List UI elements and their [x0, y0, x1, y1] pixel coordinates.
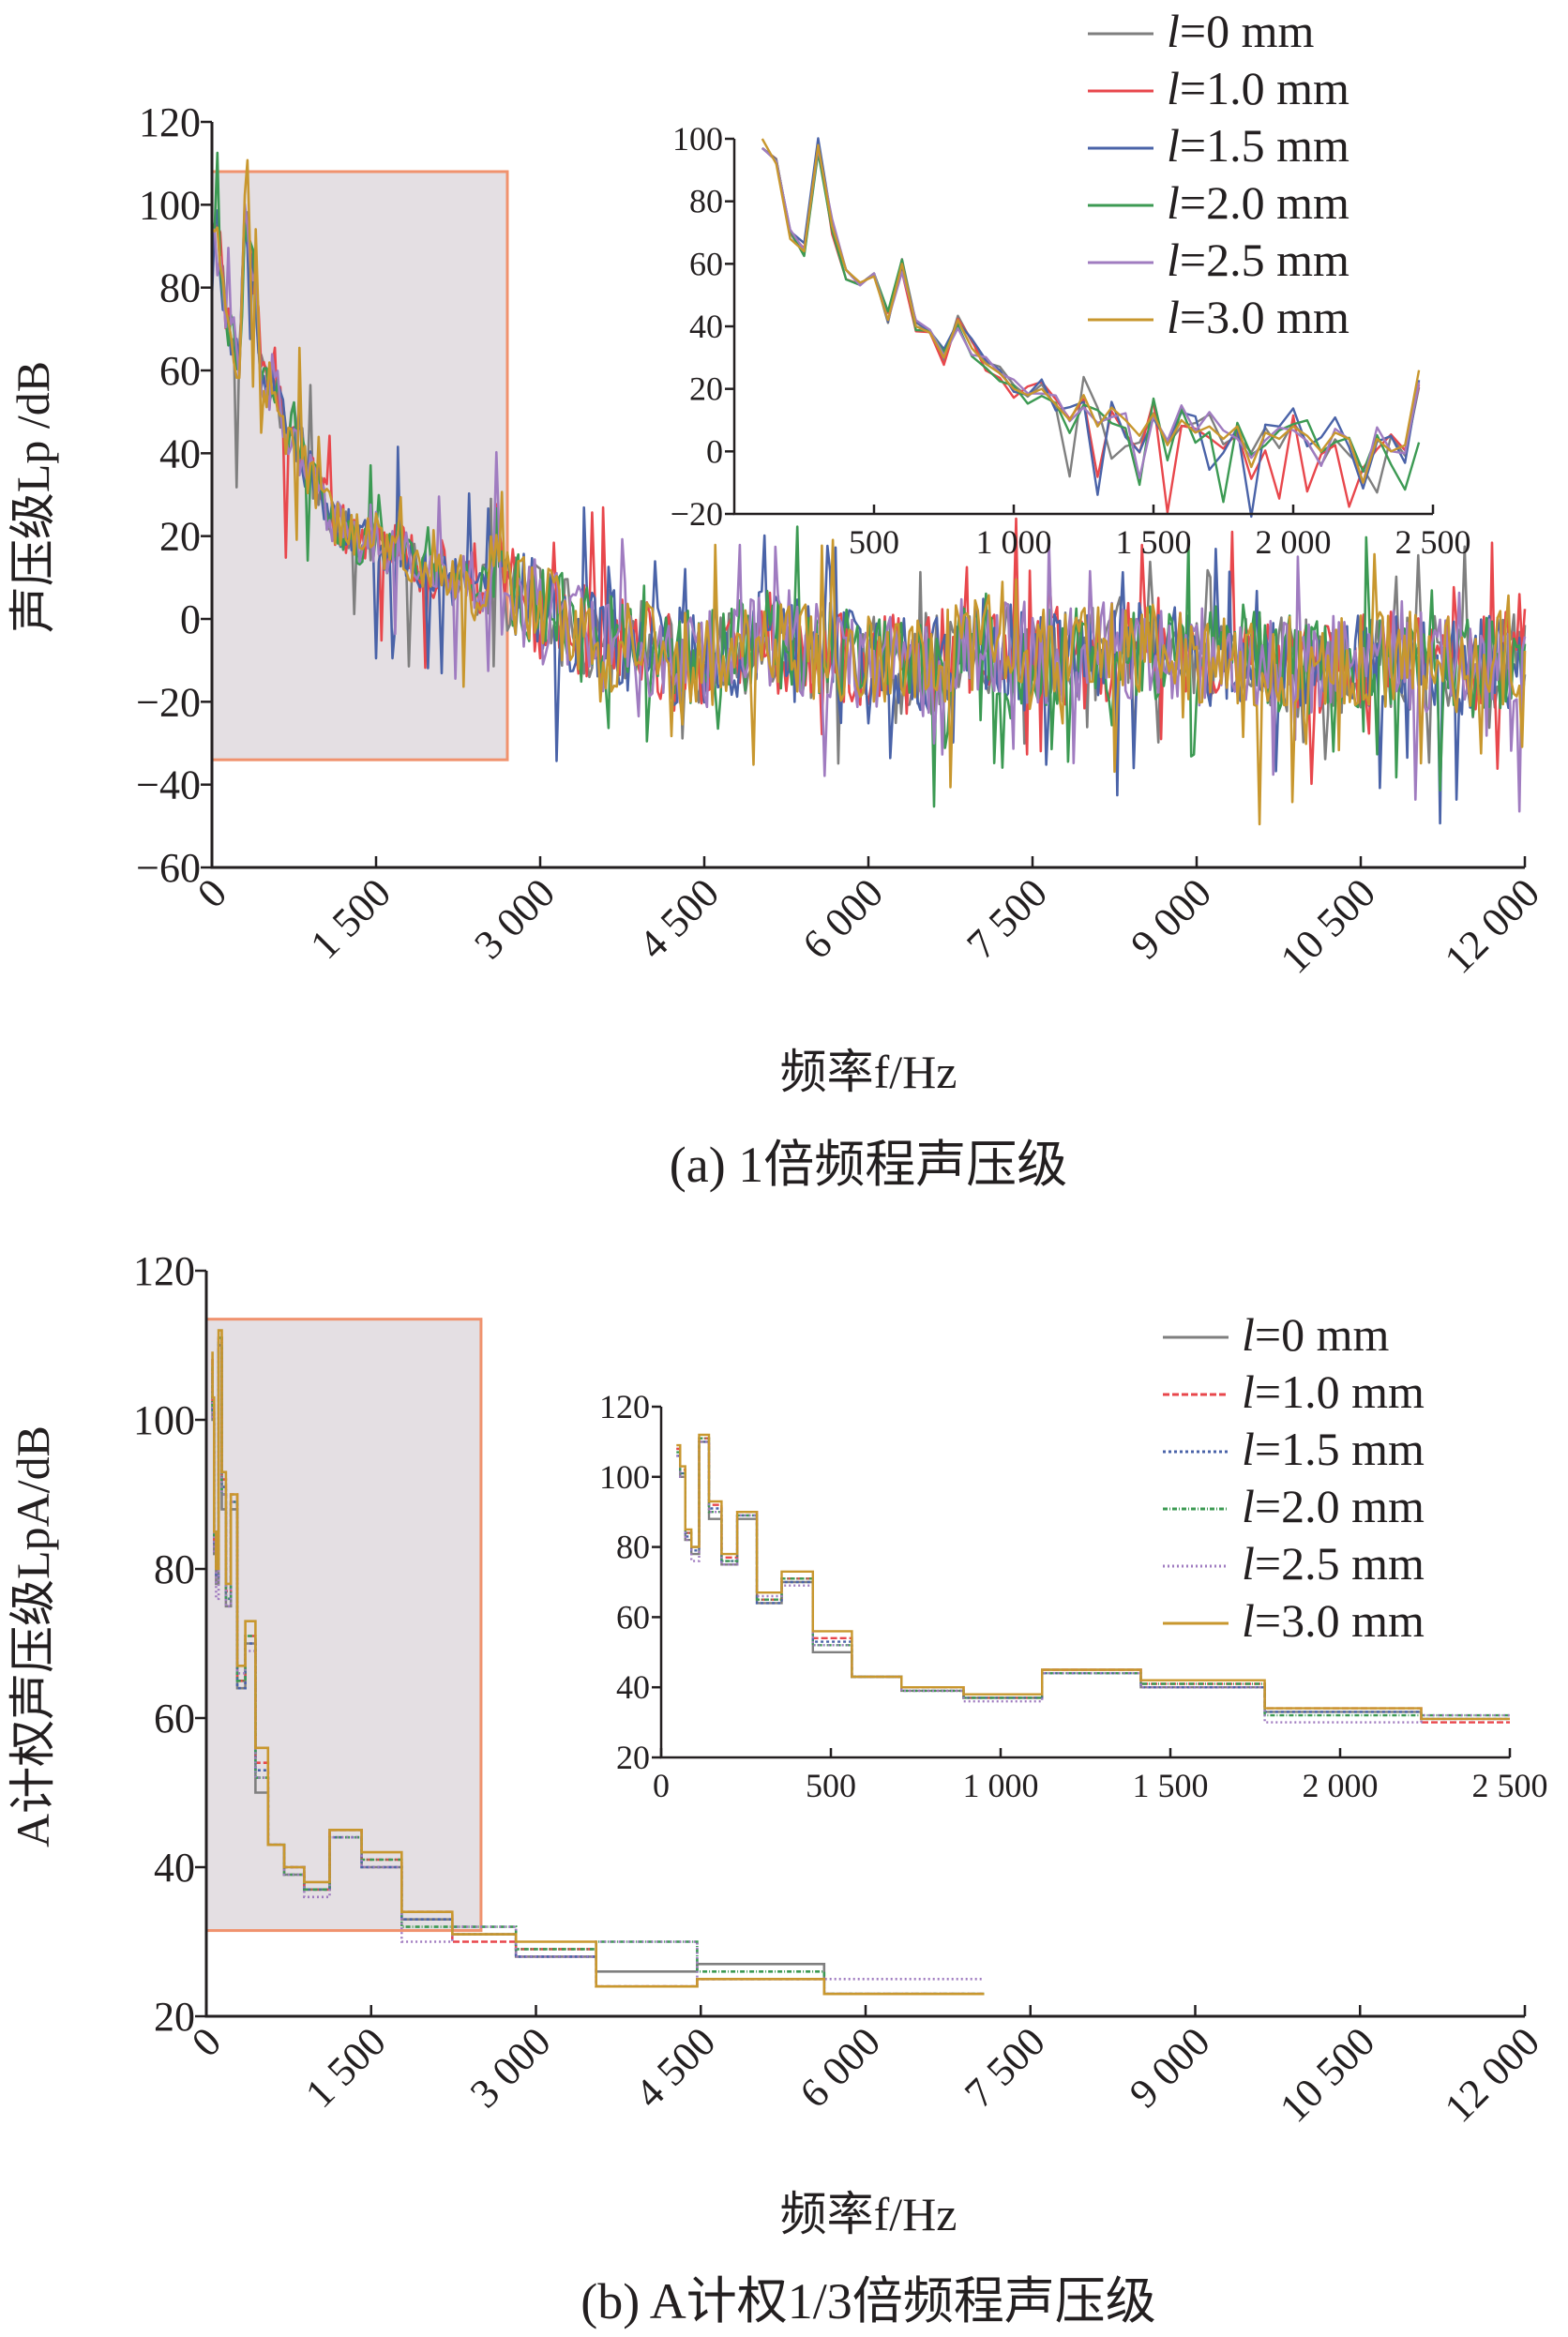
inset-ticks-a: 500 1 000 1 500 2 000 2 500 −20 0 20 40 60 80 100 — [671, 120, 1471, 561]
inset-a-xtick-label: 1 500 — [1116, 523, 1192, 561]
b-xtick-label: 10 500 — [1271, 2018, 1383, 2131]
inset-b-xtick-label: 2 000 — [1303, 1767, 1379, 1804]
inset-series-line-5 — [761, 138, 1421, 484]
legend-label: l=2.5 mm — [1167, 234, 1349, 286]
a-xtick-label: 6 000 — [793, 869, 892, 968]
inset-b-xtick-label: 500 — [806, 1767, 856, 1804]
a-ytick-label: 0 — [180, 596, 201, 642]
inset-b-xtick-label: 1 500 — [1133, 1767, 1209, 1804]
a-ytick-label: −60 — [136, 845, 201, 891]
a-xtick-label: 3 000 — [465, 869, 564, 968]
inset-series-line-2 — [676, 1440, 1510, 1721]
inset-a-xtick-label: 2 500 — [1395, 523, 1471, 561]
inset-ticks-b: 0 500 1 000 1 500 2 000 2 500 20 40 60 80 100 120 — [599, 1388, 1548, 1804]
legend-label: l=3.0 mm — [1167, 291, 1349, 343]
legend-b: l=0 mml=1.0 mml=1.5 mml=2.0 mml=2.5 mml=… — [1163, 1308, 1425, 1647]
inset-b-ytick-label: 120 — [599, 1388, 650, 1425]
b-xtick-label: 7 500 — [956, 2018, 1054, 2117]
b-ytick-label: 100 — [133, 1397, 195, 1443]
a-ytick-label: 100 — [139, 182, 201, 228]
a-xtick-label: 4 500 — [629, 869, 728, 968]
inset-b-ytick-label: 80 — [616, 1529, 650, 1566]
inset-b-ytick-label: 100 — [599, 1458, 650, 1496]
inset-lines-b — [676, 1433, 1510, 1724]
inset-b-xtick-label: 1 000 — [963, 1767, 1039, 1804]
highlight-region-a — [210, 170, 509, 761]
inset-b: 0 500 1 000 1 500 2 000 2 500 20 40 60 80 100 120 — [599, 1388, 1548, 1804]
b-xtick-label: 3 000 — [461, 2018, 560, 2117]
legend-label: l=1.0 mm — [1242, 1365, 1425, 1418]
b-ytick-label: 120 — [133, 1248, 195, 1294]
a-xtick-label: 9 000 — [1122, 869, 1220, 968]
b-xtick-label: 4 500 — [626, 2018, 725, 2117]
inset-b-ytick-label: 60 — [616, 1598, 650, 1636]
inset-lines-a — [761, 137, 1421, 519]
inset-a-ytick-label: −20 — [671, 495, 723, 533]
inset-b-ytick-label: 40 — [616, 1668, 650, 1706]
a-ytick-label: 80 — [159, 265, 201, 311]
a-ytick-label: 20 — [159, 514, 201, 560]
series-line-5 — [211, 1329, 985, 1996]
caption-a: (a) 1倍频程声压级 — [670, 1137, 1067, 1193]
b-ytick-label: 20 — [154, 1994, 195, 2040]
caption-b: (b) A计权1/3倍频程声压级 — [580, 2273, 1156, 2329]
a-xtick-label: 12 000 — [1436, 869, 1548, 982]
a-ytick-label: −40 — [136, 762, 201, 808]
inset-a-xtick-label: 500 — [849, 523, 899, 561]
b-ytick-label: 60 — [154, 1696, 195, 1741]
inset-a-ytick-label: 60 — [689, 245, 723, 282]
inset-series-line-5 — [676, 1433, 1510, 1721]
b-xtick-label: 6 000 — [791, 2018, 889, 2117]
inset-b-xtick-label: 2 500 — [1472, 1767, 1548, 1804]
panel-b: 0 1 500 3 000 4 500 6 000 7 500 9 000 10 500 12 … — [7, 1248, 1548, 2329]
a-ytick-label: 40 — [159, 430, 201, 476]
a-xtick-label: 1 500 — [301, 869, 400, 968]
legend-label: l=0 mm — [1242, 1308, 1389, 1361]
b-ytick-label: 40 — [154, 1845, 195, 1891]
inset-b-ytick-label: 20 — [616, 1739, 650, 1776]
a-ytick-label: −20 — [136, 679, 201, 725]
inset-b-xtick-label: 0 — [653, 1767, 670, 1804]
legend-label: l=2.0 mm — [1167, 176, 1349, 229]
legend-label: l=1.0 mm — [1167, 62, 1349, 114]
legend-label: l=3.0 mm — [1242, 1594, 1425, 1647]
a-xtick-label: 10 500 — [1272, 869, 1384, 982]
inset-a-xtick-label: 1 000 — [976, 523, 1052, 561]
series-line-5 — [211, 158, 1527, 826]
highlight-region-b — [204, 1318, 483, 1933]
panel-a: 0 1 500 3 000 4 500 6 000 7 500 9 000 10 500 12 … — [7, 5, 1548, 1193]
legend-label: l=2.5 mm — [1242, 1537, 1425, 1590]
legend-label: l=2.0 mm — [1242, 1480, 1425, 1532]
b-xtick-label: 9 000 — [1121, 2018, 1219, 2117]
y-axis-label-a: 声压级Lp /dB — [7, 361, 59, 633]
inset-a: 500 1 000 1 500 2 000 2 500 −20 0 20 40 60 80 100 — [671, 120, 1471, 561]
inset-a-xtick-label: 2 000 — [1256, 523, 1332, 561]
inset-a-ytick-label: 20 — [689, 370, 723, 408]
a-ytick-label: 60 — [159, 348, 201, 394]
a-ytick-label: 120 — [139, 99, 201, 145]
legend-label: l=1.5 mm — [1167, 119, 1349, 172]
b-xtick-label: 1 500 — [296, 2018, 395, 2117]
y-axis-label-b: A计权声压级LpA/dB — [7, 1425, 59, 1847]
legend-label: l=0 mm — [1167, 5, 1314, 57]
legend-label: l=1.5 mm — [1242, 1423, 1425, 1475]
inset-a-ytick-label: 80 — [689, 183, 723, 220]
inset-a-ytick-label: 40 — [689, 308, 723, 345]
x-axis-label-b: 频率f/Hz — [780, 2188, 957, 2240]
inset-series-line-4 — [761, 146, 1421, 485]
inset-a-ytick-label: 0 — [706, 432, 723, 470]
plot-lines-b — [211, 1329, 985, 1996]
x-axis-label-a: 频率f/Hz — [780, 1046, 957, 1098]
inset-a-ytick-label: 100 — [672, 120, 723, 158]
b-xtick-label: 12 000 — [1436, 2018, 1548, 2131]
b-ytick-label: 80 — [154, 1546, 195, 1592]
legend-a: l=0 mml=1.0 mml=1.5 mml=2.0 mml=2.5 mml=… — [1088, 5, 1349, 343]
a-xtick-label: 7 500 — [957, 869, 1056, 968]
plot-lines-a — [210, 151, 1527, 826]
